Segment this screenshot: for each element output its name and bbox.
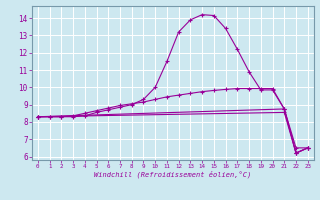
X-axis label: Windchill (Refroidissement éolien,°C): Windchill (Refroidissement éolien,°C) (94, 171, 252, 178)
